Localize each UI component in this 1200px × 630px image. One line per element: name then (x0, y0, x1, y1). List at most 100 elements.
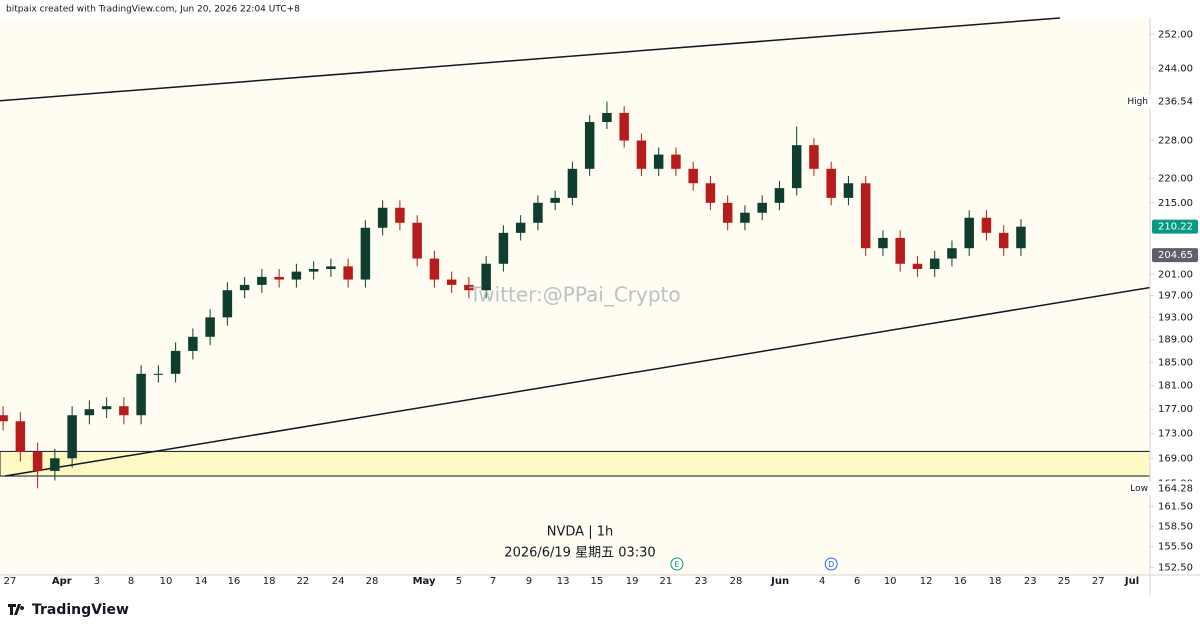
x-tick-label: 27 (4, 576, 17, 587)
candle-body (843, 183, 854, 198)
candle-body (515, 222, 526, 233)
candle-body (136, 373, 146, 416)
candle-body (1016, 226, 1026, 249)
price-label: 204.65 (1158, 250, 1193, 261)
candle (878, 230, 888, 256)
y-tick-label: 152.50 (1158, 562, 1193, 573)
candle (498, 225, 509, 272)
candle (257, 269, 267, 293)
candle (15, 412, 26, 462)
candle (947, 240, 957, 267)
candle-body (343, 266, 353, 280)
y-tick-label: 193.00 (1158, 312, 1193, 323)
candle (929, 250, 940, 277)
candle (222, 282, 233, 326)
x-tick-label: 6 (854, 576, 860, 587)
candle-body (481, 263, 491, 291)
candle-body (308, 269, 319, 272)
candle (671, 147, 681, 177)
candle (584, 115, 595, 177)
price-label-name: High (1127, 97, 1148, 107)
candle (119, 397, 129, 425)
candle-body (188, 336, 198, 351)
y-tick-label: 155.50 (1158, 542, 1193, 553)
candle-body (170, 350, 181, 374)
candle-body (257, 276, 267, 285)
candle (705, 176, 716, 211)
candle (464, 276, 474, 299)
x-tick-label: Jul (1124, 576, 1139, 587)
candle-body (567, 168, 578, 198)
candle-body (377, 207, 388, 228)
candle-body (740, 212, 750, 223)
price-label: 210.22 (1158, 222, 1193, 233)
x-tick-label: 23 (695, 576, 708, 587)
candle (377, 200, 388, 236)
footer-logo: TradingView (8, 602, 129, 618)
candle-body (0, 415, 8, 422)
price-label: 236.54 (1158, 96, 1193, 107)
candle-body (533, 202, 543, 223)
y-tick-label: 169.00 (1158, 453, 1193, 464)
candle-body (826, 168, 836, 198)
candle-body (757, 202, 767, 213)
x-tick-label: Jun (770, 576, 789, 587)
x-tick-label: 15 (591, 576, 604, 587)
y-tick-label: 185.00 (1158, 357, 1193, 368)
candle (791, 126, 802, 196)
candle (343, 258, 353, 288)
candle-body (153, 373, 164, 375)
candle-body (912, 263, 923, 270)
candle (809, 138, 819, 177)
candle-body (964, 217, 974, 249)
candle-body (550, 197, 560, 203)
legend-symbol: NVDA | 1h (547, 525, 613, 540)
x-tick-label: 12 (920, 576, 933, 587)
candle (395, 200, 405, 231)
candle (688, 161, 698, 191)
candle-body (395, 207, 405, 223)
candle-body (791, 145, 802, 189)
candle (308, 261, 319, 280)
x-tick-label: 19 (626, 576, 639, 587)
x-tick-label: 4 (819, 576, 825, 587)
y-tick-label: 197.00 (1158, 291, 1193, 302)
candle-body (119, 406, 129, 416)
x-tick-label: 27 (1092, 576, 1105, 587)
candle (205, 309, 215, 346)
candle (412, 215, 422, 267)
x-tick-label: 8 (128, 576, 134, 587)
y-tick-label: 189.00 (1158, 335, 1193, 346)
candle-body (584, 122, 595, 169)
candle (446, 271, 457, 293)
x-tick-label: 25 (1058, 576, 1071, 587)
y-tick-label: 177.00 (1158, 404, 1193, 415)
candle (653, 147, 664, 177)
trend-line (5, 286, 1151, 477)
x-tick-label: 16 (228, 576, 241, 587)
y-tick-label: 228.00 (1158, 136, 1193, 147)
candle-body (602, 112, 612, 123)
watermark: Twitter:@PPai_Crypto (468, 283, 680, 307)
candle-body (929, 258, 940, 270)
price-label-box (1152, 248, 1198, 263)
candle-body (671, 154, 681, 169)
event-marker (670, 557, 684, 571)
support-zone (0, 450, 1151, 477)
candle-body (498, 232, 509, 264)
candle-body (878, 237, 888, 249)
candle (826, 161, 836, 206)
candle-body (998, 232, 1009, 249)
candle (1016, 219, 1026, 256)
logo-icon (8, 604, 25, 615)
y-tick-label: 181.00 (1158, 380, 1193, 391)
y-tick-label: 215.00 (1158, 198, 1193, 209)
price-label-name-box (1130, 94, 1152, 109)
candle-body (688, 168, 698, 184)
x-tick-label: 23 (1024, 576, 1037, 587)
price-label-name-box (1130, 481, 1152, 496)
candle-body (464, 284, 474, 291)
candle-body (101, 406, 112, 410)
candle-body (274, 276, 284, 280)
